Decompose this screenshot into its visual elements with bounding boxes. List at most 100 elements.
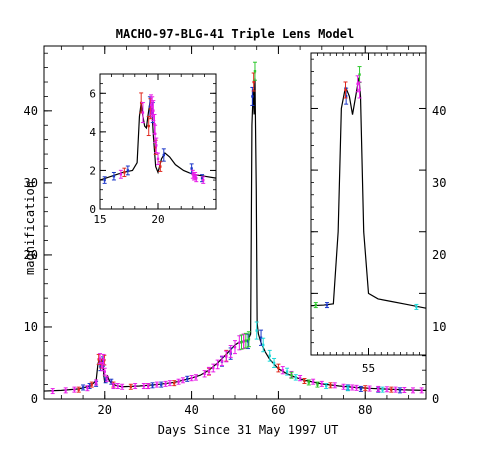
point-marker <box>155 383 159 386</box>
y-tick-label: 10 <box>24 320 38 334</box>
inset-right-point-magenta <box>357 81 362 99</box>
data-point-magenta <box>176 378 181 385</box>
data-point-magenta <box>215 359 220 370</box>
point-marker <box>191 173 194 176</box>
inset-left-x-tick-label: 20 <box>151 213 164 226</box>
data-point-magenta <box>419 387 424 394</box>
data-point-cyan <box>293 374 298 381</box>
inset-left-point-red <box>148 98 153 120</box>
data-point-magenta <box>111 383 116 390</box>
data-point-magenta <box>384 386 389 393</box>
data-point-magenta <box>167 380 172 387</box>
point-marker <box>151 111 154 114</box>
point-marker <box>244 339 248 342</box>
data-point-red <box>89 381 94 388</box>
data-point-magenta <box>163 380 168 387</box>
point-marker <box>100 365 104 368</box>
point-marker <box>268 354 271 357</box>
point-marker <box>390 388 393 391</box>
data-point-blue <box>150 382 155 389</box>
point-marker <box>151 384 154 387</box>
chart-title: MACHO-97-BLG-41 Triple Lens Model <box>116 27 354 41</box>
point-marker <box>147 124 150 128</box>
point-marker <box>344 88 347 92</box>
point-marker <box>285 370 289 373</box>
data-point-blue <box>81 384 86 391</box>
point-marker <box>73 388 76 391</box>
inset-right-model-curve <box>310 77 427 309</box>
data-point-magenta <box>154 381 159 388</box>
inset-left-x-tick-label: 15 <box>93 213 106 226</box>
point-marker <box>153 132 157 135</box>
point-marker <box>119 173 123 176</box>
x-tick-label: 20 <box>98 403 112 417</box>
point-marker <box>173 381 176 385</box>
point-marker <box>420 389 423 392</box>
point-marker <box>377 387 380 391</box>
point-marker <box>242 340 245 343</box>
inset-left-point-magenta <box>156 152 160 166</box>
data-point-cyan <box>272 357 277 368</box>
inset-left-y-tick-label: 0 <box>89 203 96 216</box>
point-marker <box>203 372 206 375</box>
point-marker <box>110 380 113 383</box>
data-point-green <box>289 371 294 379</box>
inset-right-point-magenta <box>355 75 360 93</box>
data-point-cyan <box>267 349 272 362</box>
data-point-magenta <box>332 382 337 389</box>
point-marker <box>294 376 297 379</box>
inset-left-point-red <box>158 161 163 172</box>
point-marker <box>381 388 384 391</box>
point-marker <box>153 122 156 126</box>
data-point-magenta <box>311 378 316 385</box>
point-marker <box>146 384 150 388</box>
point-marker <box>51 389 54 393</box>
point-marker <box>281 368 284 372</box>
inset-right-frame <box>310 52 427 356</box>
inset-right-plot: 55 <box>310 52 427 375</box>
point-marker <box>290 374 293 377</box>
point-marker <box>126 169 130 172</box>
point-marker <box>148 105 152 108</box>
point-marker <box>329 384 332 387</box>
data-point-magenta <box>280 366 285 375</box>
inset-left-point-magenta <box>194 174 199 183</box>
data-point-magenta <box>189 374 194 382</box>
point-marker <box>314 303 317 307</box>
inset-left-y-tick-label: 6 <box>89 87 96 100</box>
data-point-red <box>172 380 177 387</box>
data-point-magenta <box>102 367 107 376</box>
point-marker <box>195 176 198 180</box>
point-marker <box>316 383 319 386</box>
inset-left-point-magenta <box>140 102 145 124</box>
point-marker <box>324 384 328 388</box>
data-point-green <box>243 332 248 349</box>
point-marker <box>252 80 255 84</box>
y-tick-label-right: 0 <box>432 392 439 406</box>
point-marker <box>99 365 102 368</box>
point-marker <box>177 380 180 383</box>
data-point-blue <box>185 375 190 382</box>
y-tick-label-right: 30 <box>432 176 446 190</box>
inset-left-y-tick-label: 4 <box>89 126 96 139</box>
point-marker <box>164 382 167 386</box>
data-point-cyan <box>345 385 350 392</box>
point-marker <box>190 167 193 170</box>
data-point-magenta <box>393 386 398 393</box>
data-point-green <box>246 331 251 348</box>
point-marker <box>154 146 157 149</box>
point-marker <box>162 153 165 157</box>
data-point-blue <box>250 86 255 106</box>
inset-left-y-tick-label: 2 <box>89 164 96 177</box>
point-marker <box>356 82 359 86</box>
data-point-red <box>76 386 81 393</box>
point-marker <box>156 157 160 161</box>
data-point-magenta <box>219 355 224 367</box>
point-marker <box>307 381 310 384</box>
point-marker <box>355 386 358 390</box>
data-point-magenta <box>211 363 216 373</box>
point-marker <box>141 111 145 114</box>
data-point-magenta <box>367 385 372 392</box>
point-marker <box>358 73 361 76</box>
